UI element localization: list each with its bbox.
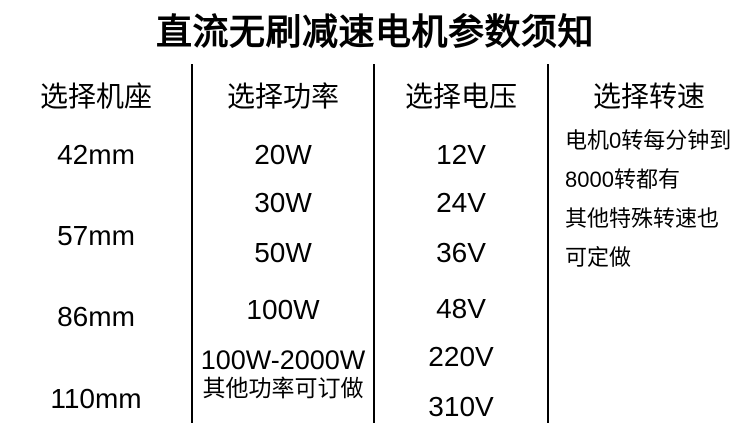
voltage-option-24v: 24V <box>436 187 486 218</box>
voltage-option-36v: 36V <box>436 237 486 268</box>
voltage-option-12v: 12V <box>436 139 486 170</box>
page-title: 直流无刷减速电机参数须知 <box>155 11 594 52</box>
column-header-voltage: 选择电压 <box>404 81 517 112</box>
power-option-100w: 100W <box>246 294 320 325</box>
frame-option-57mm: 57mm <box>57 220 135 251</box>
power-option-50w: 50W <box>254 237 312 268</box>
speed-note-line-1: 电机0转每分钟到 <box>565 128 732 153</box>
column-header-power: 选择功率 <box>226 81 339 112</box>
column-divider-2 <box>373 64 375 423</box>
column-divider-1 <box>191 64 193 423</box>
column-divider-3 <box>547 64 549 423</box>
voltage-option-310v: 310V <box>428 391 494 422</box>
speed-note-line-2: 8000转都有 <box>565 167 680 192</box>
frame-option-110mm: 110mm <box>50 383 142 414</box>
column-header-frame-size: 选择机座 <box>39 81 152 112</box>
frame-option-42mm: 42mm <box>57 139 135 170</box>
power-custom-note: 其他功率可订做 <box>202 375 364 401</box>
frame-option-86mm: 86mm <box>57 301 135 332</box>
column-header-speed: 选择转速 <box>592 81 705 112</box>
power-option-30w: 30W <box>254 187 312 218</box>
power-option-range: 100W-2000W <box>200 345 366 375</box>
speed-note-line-4: 可定做 <box>565 245 632 270</box>
voltage-option-48v: 48V <box>436 293 486 324</box>
speed-note-line-3: 其他特殊转速也 <box>565 206 720 231</box>
voltage-option-220v: 220V <box>428 341 494 372</box>
power-option-20w: 20W <box>254 139 312 170</box>
speed-note: 电机0转每分钟到 8000转都有 其他特殊转速也 可定做 <box>565 121 750 277</box>
